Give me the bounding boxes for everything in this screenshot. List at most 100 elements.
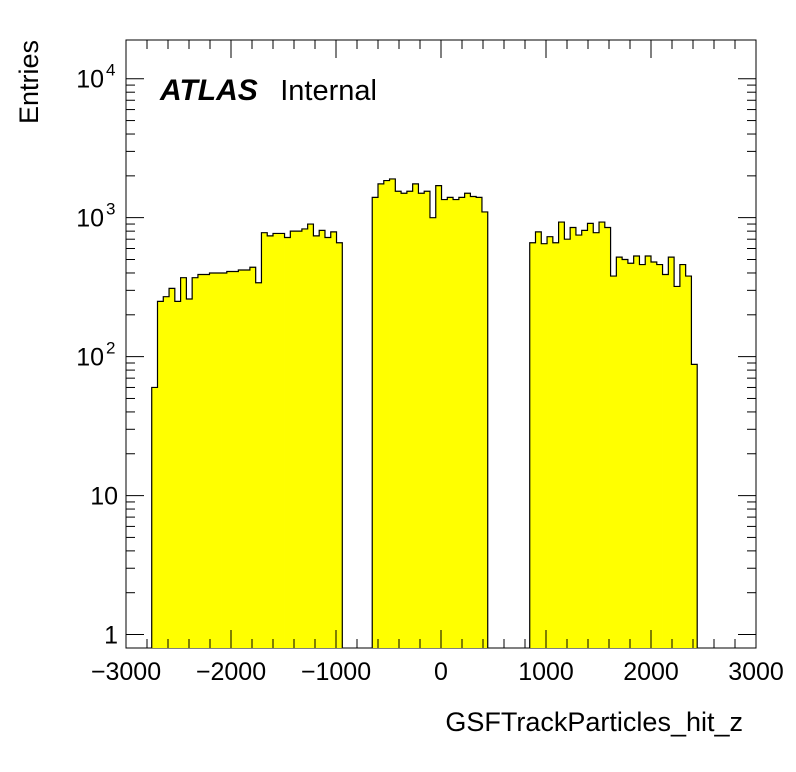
histogram-bin — [593, 232, 600, 648]
y-tick-label: 10 — [76, 66, 104, 94]
histogram-bin — [541, 243, 548, 648]
histogram-bin — [330, 231, 337, 648]
histogram-bin — [406, 191, 414, 649]
histogram-bin — [447, 197, 454, 648]
histogram-bin — [226, 271, 233, 648]
histogram-bin — [645, 256, 652, 648]
histogram-bin — [197, 274, 205, 648]
histogram-bin — [273, 233, 280, 648]
histogram-bin — [244, 270, 251, 648]
histogram-bin — [570, 227, 577, 649]
x-tick-label: 3000 — [728, 658, 784, 686]
histogram-bin — [174, 301, 181, 648]
histogram-bin — [180, 277, 187, 648]
histogram-bin — [238, 270, 245, 648]
y-tick-label: 10 — [76, 205, 104, 233]
x-tick-label: −3000 — [91, 658, 161, 686]
histogram-bin — [685, 276, 692, 648]
atlas-label: ATLAS Internal — [159, 74, 377, 107]
histogram-bin — [209, 272, 216, 648]
histogram-bin — [301, 228, 309, 648]
histogram-bin — [691, 364, 698, 648]
histogram-bin — [679, 264, 687, 648]
histogram-bin — [284, 237, 291, 648]
histogram-bin — [453, 199, 460, 648]
histogram-bin — [435, 185, 442, 648]
histogram-bin — [215, 272, 222, 648]
histogram-bin — [656, 264, 663, 648]
histogram-bin — [627, 263, 635, 648]
histogram-bin — [401, 193, 408, 648]
histogram-bin — [336, 242, 343, 648]
histogram-bin — [296, 231, 303, 648]
histogram-bin — [535, 231, 542, 648]
histogram-bin — [464, 193, 471, 648]
histogram-bin — [604, 227, 611, 649]
x-axis-title: GSFTrackParticles_hit_z — [445, 707, 743, 737]
histogram-bin — [157, 301, 164, 648]
histogram-bin — [651, 261, 658, 648]
x-tick-label: 1000 — [518, 658, 574, 686]
histogram-bin — [587, 223, 594, 648]
histogram-bin — [429, 217, 437, 648]
histogram-bin — [424, 191, 431, 649]
histogram-bin — [151, 387, 158, 648]
x-tick-label: 0 — [434, 658, 448, 686]
histogram-bin — [564, 239, 571, 648]
histogram-bin — [383, 180, 390, 648]
histogram-bin — [290, 231, 297, 648]
histogram-bin — [668, 257, 675, 648]
histogram-bin — [378, 183, 385, 648]
histogram-bin — [418, 193, 425, 648]
histogram-bin — [221, 272, 228, 648]
histogram-bin — [203, 274, 210, 648]
histogram-bin — [616, 257, 623, 648]
histogram-bin — [476, 197, 483, 648]
histogram-bin — [186, 298, 193, 648]
histogram-bars — [151, 178, 698, 649]
axis-ticks — [125, 40, 757, 648]
histogram-bin — [169, 288, 176, 648]
histogram-bin — [324, 237, 332, 648]
histogram-bin — [575, 235, 583, 649]
histogram-bin — [558, 222, 565, 648]
histogram-bin — [662, 274, 669, 648]
histogram-segment-outline — [371, 178, 489, 648]
histogram-bin — [529, 242, 536, 648]
histogram-bin — [267, 235, 274, 648]
y-tick-label-exponent: 3 — [106, 200, 115, 219]
y-tick-label-exponent: 4 — [106, 61, 115, 80]
histogram-segment-outline — [529, 221, 698, 648]
histogram-bin — [249, 267, 257, 648]
histogram-bin — [547, 236, 554, 649]
histogram-bin — [307, 224, 314, 649]
histogram-segment-outline — [151, 223, 343, 648]
histogram-bin — [192, 277, 199, 648]
histogram-bin — [470, 196, 477, 648]
histogram-bin — [633, 256, 640, 648]
histogram-bin — [481, 211, 489, 648]
histogram-bin — [395, 191, 402, 649]
histogram-bin — [163, 296, 170, 648]
x-tick-label: −2000 — [196, 658, 266, 686]
histogram-bin — [674, 286, 681, 648]
atlas-status-label: Internal — [280, 75, 377, 107]
histogram-bin — [261, 232, 268, 648]
histogram-bin — [622, 259, 629, 648]
histogram-bin — [552, 242, 559, 648]
histogram-bin — [581, 230, 588, 648]
histogram-outline — [151, 178, 698, 648]
y-tick-label: 1 — [104, 622, 118, 650]
atlas-experiment-label: ATLAS — [159, 74, 258, 107]
x-tick-label: 2000 — [623, 658, 679, 686]
histogram-bin — [232, 271, 239, 648]
histogram-bin — [319, 230, 326, 648]
histogram-bin — [313, 235, 320, 648]
histogram-bin — [278, 233, 285, 648]
histogram-bin — [458, 197, 466, 648]
y-tick-label: 10 — [90, 483, 118, 511]
histogram-bin — [599, 222, 606, 648]
histogram-bin — [639, 264, 646, 648]
